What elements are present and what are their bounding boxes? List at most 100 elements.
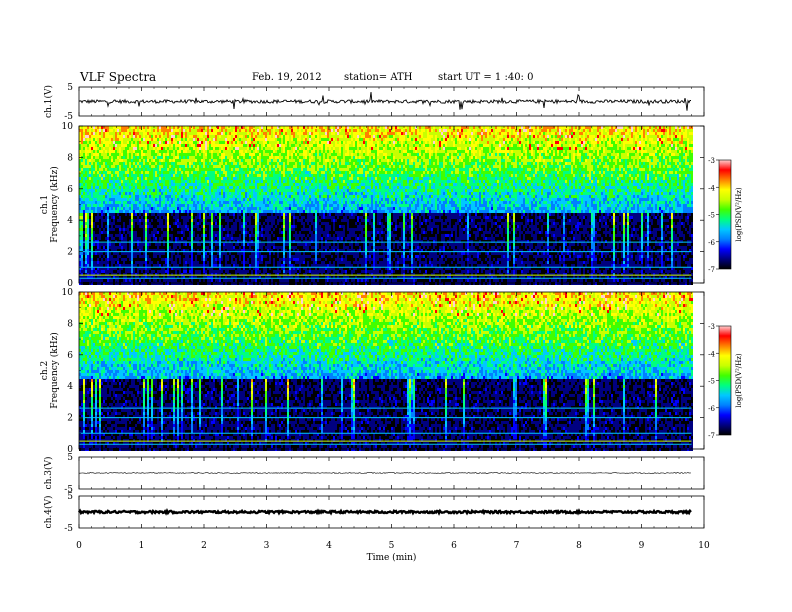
spectrogram-cell xyxy=(101,168,103,171)
spectrogram-cell xyxy=(109,258,111,261)
spectrogram-cell xyxy=(225,252,227,255)
spectrogram-cell xyxy=(135,282,137,285)
spectrogram-cell xyxy=(225,192,227,195)
spectrogram-cell xyxy=(207,264,209,267)
spectrogram-cell xyxy=(93,186,95,189)
spectrogram-cell xyxy=(147,210,149,213)
spectrogram-cell xyxy=(207,177,209,180)
spectrogram-cell xyxy=(139,189,141,192)
spectrogram-cell xyxy=(157,135,159,138)
spectrogram-cell xyxy=(125,246,127,249)
spectrogram-cell xyxy=(213,189,215,192)
spectrogram-cell xyxy=(223,216,225,219)
spectrogram-cell xyxy=(159,183,161,186)
spectrogram-cell xyxy=(207,126,209,129)
spectrogram-cell xyxy=(187,201,189,204)
spectrogram-cell xyxy=(107,189,109,192)
spectrogram-cell xyxy=(127,162,129,165)
spectrogram-cell xyxy=(133,207,135,210)
spectrogram-cell xyxy=(179,195,181,198)
spectrogram-cell xyxy=(207,198,209,201)
spectrogram-cell xyxy=(125,132,127,135)
spectrogram-cell xyxy=(181,270,183,273)
spectrogram-cell xyxy=(127,138,129,141)
spectrogram-cell xyxy=(93,255,95,258)
spectrogram-cell xyxy=(89,183,91,186)
spectrogram-cell xyxy=(85,261,87,264)
spectrogram-cell xyxy=(99,132,101,135)
spectrogram-cell xyxy=(127,189,129,192)
spectrogram-cell xyxy=(191,222,193,225)
spectrogram-cell xyxy=(215,201,217,204)
spectrogram-cell xyxy=(179,162,181,165)
spectrogram-cell xyxy=(205,138,207,141)
spectrogram-cell xyxy=(147,150,149,153)
spectrogram-cell xyxy=(199,213,201,216)
spectrogram-cell xyxy=(213,270,215,273)
spectrogram-cell xyxy=(109,210,111,213)
spectrogram-cell xyxy=(119,270,121,273)
spectrogram-cell xyxy=(135,129,137,132)
spectrogram-cell xyxy=(189,168,191,171)
spectrogram-cell xyxy=(95,261,97,264)
spectrogram-cell xyxy=(83,213,85,216)
spectrogram-cell xyxy=(197,132,199,135)
spectrogram-cell xyxy=(139,132,141,135)
spectrogram-cell xyxy=(155,282,157,285)
spectrogram-cell xyxy=(107,234,109,237)
spectrogram-cell xyxy=(153,189,155,192)
spectrogram-cell xyxy=(115,195,117,198)
spectrogram-cell xyxy=(229,213,231,216)
spectrogram-cell xyxy=(83,135,85,138)
spectrogram-cell xyxy=(179,150,181,153)
spectrogram-cell xyxy=(113,219,115,222)
spectrogram-cell xyxy=(223,219,225,222)
spectrogram-cell xyxy=(177,195,179,198)
spectrogram-cell xyxy=(149,228,151,231)
spectrogram-cell xyxy=(229,159,231,162)
spectrogram-cell xyxy=(139,156,141,159)
spectrogram-cell xyxy=(225,126,227,129)
spectrogram-cell xyxy=(185,279,187,282)
spectrogram-cell xyxy=(231,153,233,156)
spectrogram-cell xyxy=(165,192,167,195)
spectrogram-cell xyxy=(161,237,163,240)
spectrogram-cell xyxy=(85,159,87,162)
spectrogram-cell xyxy=(171,237,173,240)
spectrogram-cell xyxy=(171,135,173,138)
spectrogram-cell xyxy=(171,150,173,153)
spectrogram-cell xyxy=(149,132,151,135)
spectrogram-cell xyxy=(195,159,197,162)
spectrogram-cell xyxy=(115,141,117,144)
spectrogram-cell xyxy=(131,147,133,150)
spectrogram-cell xyxy=(93,264,95,267)
spectrogram-cell xyxy=(169,180,171,183)
spectrogram-cell xyxy=(203,228,205,231)
spectrogram-cell xyxy=(227,255,229,258)
spectrogram-cell xyxy=(89,279,91,282)
spectrogram-cell xyxy=(209,147,211,150)
spectrogram-cell xyxy=(221,171,223,174)
spectrogram-cell xyxy=(107,141,109,144)
spectrogram-cell xyxy=(111,246,113,249)
spectrogram-cell xyxy=(201,192,203,195)
spectrogram-cell xyxy=(141,171,143,174)
spectrogram-cell xyxy=(81,126,83,129)
spectrogram-cell xyxy=(119,216,121,219)
spectrogram-cell xyxy=(229,183,231,186)
spectrogram-cell xyxy=(155,198,157,201)
spectrogram-cell xyxy=(199,156,201,159)
spectrogram-cell xyxy=(179,264,181,267)
spectrogram-cell xyxy=(215,255,217,258)
spectrogram-cell xyxy=(155,141,157,144)
spectrogram-cell xyxy=(217,219,219,222)
spectrogram-cell xyxy=(171,174,173,177)
spectrogram-cell xyxy=(133,147,135,150)
spectrogram-cell xyxy=(209,213,211,216)
spectrogram-cell xyxy=(185,228,187,231)
spectrogram-cell xyxy=(193,222,195,225)
spectrogram-cell xyxy=(135,150,137,153)
spectrogram-cell xyxy=(155,132,157,135)
spectrogram-cell xyxy=(87,147,89,150)
spectrogram-cell xyxy=(147,168,149,171)
